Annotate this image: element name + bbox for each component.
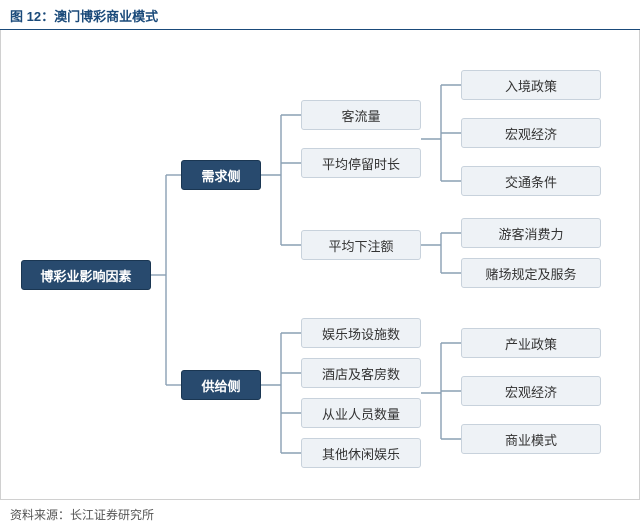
figure-title: 图 12：澳门博彩商业模式 xyxy=(0,0,640,30)
node-demand: 需求侧 xyxy=(181,160,261,190)
node-root: 博彩业影响因素 xyxy=(21,260,151,290)
node-r3: 交通条件 xyxy=(461,166,601,196)
node-r8: 商业模式 xyxy=(461,424,601,454)
node-r1: 入境政策 xyxy=(461,70,601,100)
node-s2: 酒店及客房数 xyxy=(301,358,421,388)
node-r2: 宏观经济 xyxy=(461,118,601,148)
node-r6: 产业政策 xyxy=(461,328,601,358)
node-d2: 平均停留时长 xyxy=(301,148,421,178)
node-r4: 游客消费力 xyxy=(461,218,601,248)
flowchart-canvas: 博彩业影响因素 需求侧供给侧 客流量平均停留时长平均下注额娱乐场设施数酒店及客房数从… xyxy=(0,30,640,500)
node-s1: 娱乐场设施数 xyxy=(301,318,421,348)
node-r5: 赌场规定及服务 xyxy=(461,258,601,288)
node-d1: 客流量 xyxy=(301,100,421,130)
node-supply: 供给侧 xyxy=(181,370,261,400)
node-s4: 其他休闲娱乐 xyxy=(301,438,421,468)
node-s3: 从业人员数量 xyxy=(301,398,421,428)
node-r7: 宏观经济 xyxy=(461,376,601,406)
node-d3: 平均下注额 xyxy=(301,230,421,260)
